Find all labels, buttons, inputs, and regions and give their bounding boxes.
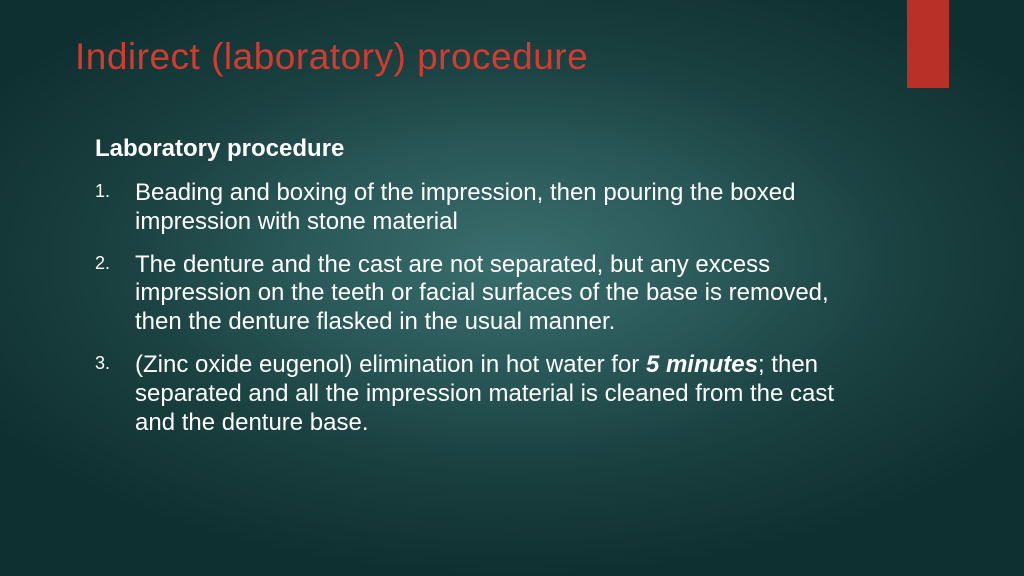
slide-title: Indirect (laboratory) procedure bbox=[75, 36, 588, 78]
step-text: Beading and boxing of the impression, th… bbox=[135, 179, 795, 235]
accent-bar bbox=[907, 0, 949, 88]
subheading: Laboratory procedure bbox=[95, 135, 855, 163]
step-text-bold: 5 minutes bbox=[646, 351, 758, 378]
list-item: (Zinc oxide eugenol) elimination in hot … bbox=[95, 351, 855, 437]
slide-content: Laboratory procedure Beading and boxing … bbox=[95, 135, 855, 451]
step-text: The denture and the cast are not separat… bbox=[135, 251, 829, 336]
steps-list: Beading and boxing of the impression, th… bbox=[95, 179, 855, 437]
list-item: The denture and the cast are not separat… bbox=[95, 251, 855, 337]
slide: Indirect (laboratory) procedure Laborato… bbox=[0, 0, 1024, 576]
step-text-prefix: (Zinc oxide eugenol) elimination in hot … bbox=[135, 351, 646, 378]
list-item: Beading and boxing of the impression, th… bbox=[95, 179, 855, 237]
